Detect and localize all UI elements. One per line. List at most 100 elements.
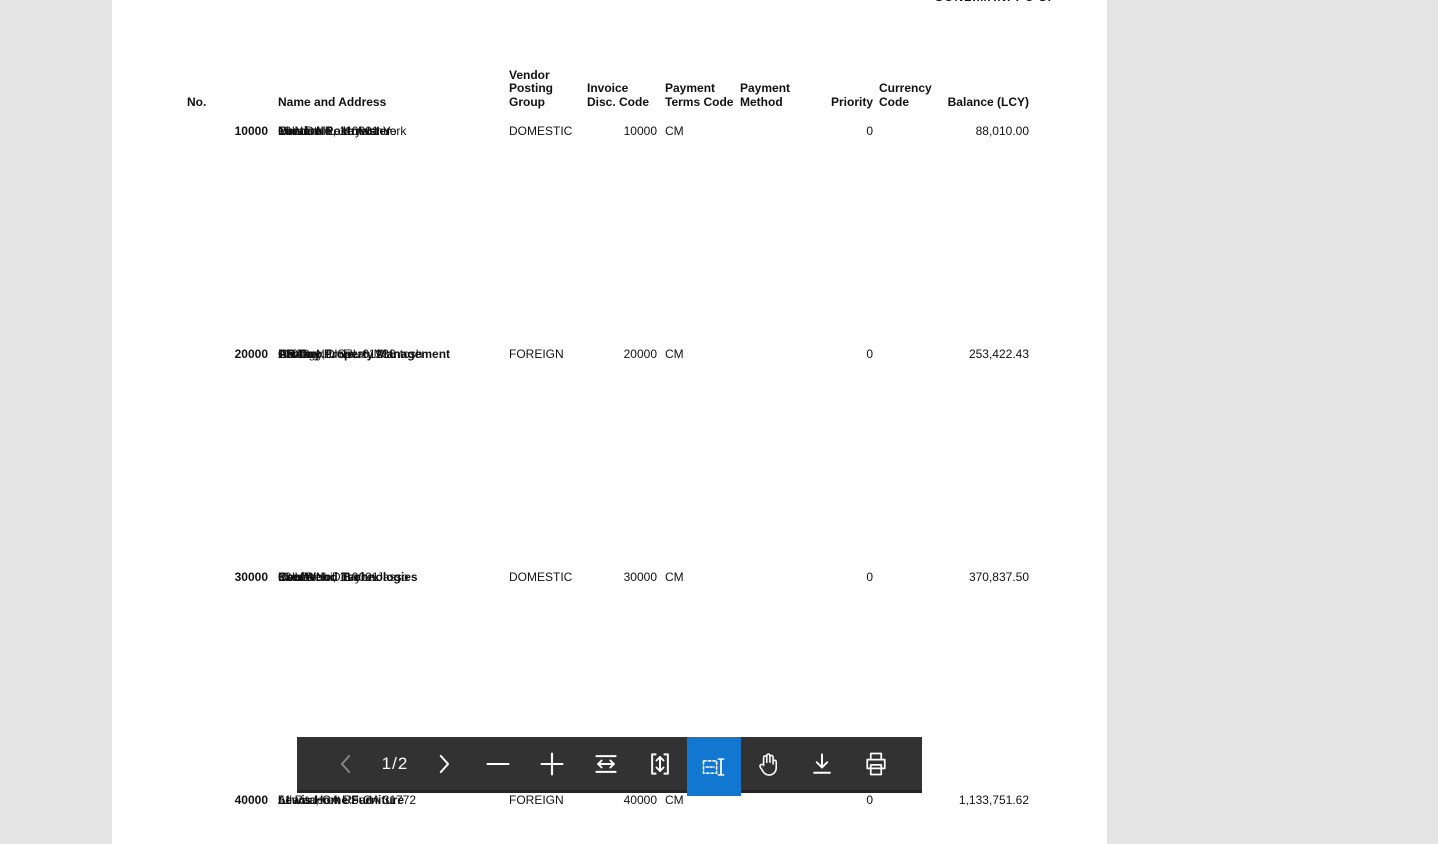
column-header-invoice-disc-code: Invoice Disc. Code xyxy=(587,81,650,109)
select-text-button[interactable] xyxy=(687,737,741,796)
previous-page-button[interactable] xyxy=(319,737,373,790)
address-line: 51 Radcroft Road xyxy=(278,793,373,807)
contact-label: Contact xyxy=(278,570,320,584)
fit-page-icon xyxy=(646,750,674,778)
table-row: 10000 London Postmaster DOMESTIC 10000 C… xyxy=(112,125,1107,348)
pan-button[interactable] xyxy=(741,737,795,790)
clipped-report-header-text: SONLIMANI PC SI xyxy=(935,0,1052,4)
column-header-name-and-address: Name and Address xyxy=(278,94,387,109)
column-header-no: No. xyxy=(187,94,207,109)
column-header-payment-method: Payment Method xyxy=(740,81,791,109)
balance-lcy: 1,133,751.62 xyxy=(958,793,1029,807)
table-header-row: No. Name and Address Vendor Posting Grou… xyxy=(112,60,1107,109)
phone-label: Phone No. xyxy=(278,347,335,361)
payment-terms-code: CM xyxy=(665,347,684,361)
fit-to-width-button[interactable] xyxy=(579,737,633,790)
table-row: 40000 Lewis Home Furniture FOREIGN 40000… xyxy=(112,794,1107,844)
header-line: Code xyxy=(879,94,909,109)
contact-label: Contact xyxy=(278,347,320,361)
zoom-in-button[interactable] xyxy=(525,737,579,790)
address-line: 33 Hitech Drive xyxy=(278,570,361,584)
header-line: Posting xyxy=(509,81,553,95)
contact-name: Krystal York xyxy=(343,124,407,138)
header-line: Currency xyxy=(879,81,932,95)
table-row: 30000 CoolWood Technologies DOMESTIC 300… xyxy=(112,571,1107,794)
download-button[interactable] xyxy=(795,737,849,790)
vendor-name: AR Day Property Management xyxy=(278,347,451,361)
header-line: Group xyxy=(509,94,545,109)
payment-terms-code: CM xyxy=(665,570,684,584)
contact-line: Contact Krystal York xyxy=(278,125,406,138)
fit-to-page-button[interactable] xyxy=(633,737,687,790)
header-line: Disc. Code xyxy=(587,94,650,109)
contact-label: Contact xyxy=(278,124,320,138)
balance-lcy: 88,010.00 xyxy=(975,124,1029,138)
contact-line: Contact Evan McIntosh xyxy=(278,348,422,361)
page-indicator: 1/2 xyxy=(381,753,409,773)
printer-icon xyxy=(862,750,890,778)
address-line: New Delhi, 110001 xyxy=(278,570,379,584)
hand-icon xyxy=(754,750,782,778)
header-line: Payment xyxy=(665,81,716,95)
select-text-icon xyxy=(700,753,728,781)
address-line: 100 Day Drive xyxy=(278,347,355,361)
address-line: India xyxy=(278,124,305,138)
priority: 0 xyxy=(866,124,873,138)
column-header-balance-lcy: Balance (LCY) xyxy=(947,94,1029,109)
priority: 0 xyxy=(866,570,873,584)
address-line: Atlanta, GA US-GA 31772 xyxy=(278,793,417,807)
address-line: 10 North Lake Avenue xyxy=(278,124,397,138)
vendor-posting-group: FOREIGN xyxy=(509,793,564,807)
address-line: India xyxy=(278,570,305,584)
header-line: Invoice xyxy=(587,81,629,95)
vendor-name: London Postmaster xyxy=(278,124,391,138)
priority: 0 xyxy=(866,793,873,807)
payment-terms-code: CM xyxy=(665,793,684,807)
header-line: Method xyxy=(740,94,783,109)
balance-lcy: 370,837.50 xyxy=(968,570,1029,584)
vendor-no: 30000 xyxy=(234,570,268,584)
vendor-no: 20000 xyxy=(234,347,268,361)
balance-lcy: 253,422.43 xyxy=(968,347,1029,361)
address-line: Chicago, US-IL 61236 xyxy=(278,347,396,361)
download-icon xyxy=(808,750,836,778)
phone-line: Phone No. xyxy=(278,571,335,584)
contact-name: Evan McIntosh xyxy=(343,347,423,361)
invoice-disc-code: 10000 xyxy=(623,124,657,138)
vendor-posting-group: FOREIGN xyxy=(509,347,564,361)
vendor-name: Lewis Home Furniture xyxy=(278,793,405,807)
column-header-currency-code: Currency Code xyxy=(879,81,932,109)
zoom-out-button[interactable] xyxy=(471,737,525,790)
fit-width-icon xyxy=(592,750,620,778)
priority: 0 xyxy=(866,347,873,361)
column-header-priority: Priority xyxy=(830,94,873,109)
report-viewer-toolbar: 1/2 xyxy=(297,737,922,796)
vendor-no: 40000 xyxy=(234,793,268,807)
invoice-disc-code: 20000 xyxy=(623,347,657,361)
print-button[interactable] xyxy=(849,737,903,790)
header-line: Terms Code xyxy=(665,94,734,109)
phone-label: Phone No. xyxy=(278,124,335,138)
invoice-disc-code: 30000 xyxy=(623,570,657,584)
plus-icon xyxy=(538,750,566,778)
report-page: SONLIMANI PC SI No. Name and Address Ven… xyxy=(112,0,1107,844)
table-row: 20000 AR Day Property Management FOREIGN… xyxy=(112,348,1107,571)
column-header-vendor-posting-group: Vendor Posting Group xyxy=(509,67,553,110)
vendor-posting-group: DOMESTIC xyxy=(509,570,573,584)
header-line: Vendor xyxy=(509,67,550,82)
minus-icon xyxy=(484,750,512,778)
phone-label: Phone No. xyxy=(278,570,335,584)
address-line: USA xyxy=(278,347,303,361)
next-page-button[interactable] xyxy=(417,737,471,790)
header-line: Payment xyxy=(740,81,791,95)
vendor-no: 10000 xyxy=(234,124,268,138)
chevron-right-icon xyxy=(431,751,457,777)
column-header-payment-terms-code: Payment Terms Code xyxy=(665,81,734,109)
phone-line: Phone No. xyxy=(278,348,335,361)
address-line: New Delhi, 110001 xyxy=(278,124,379,138)
payment-terms-code: CM xyxy=(665,124,684,138)
vendor-name: CoolWood Technologies xyxy=(278,570,418,584)
contact-name: Bryce Jasso xyxy=(343,570,409,584)
vendor-posting-group: DOMESTIC xyxy=(509,124,573,138)
